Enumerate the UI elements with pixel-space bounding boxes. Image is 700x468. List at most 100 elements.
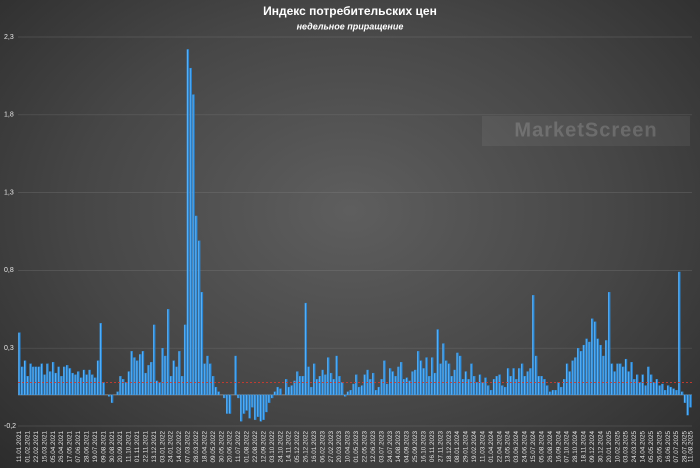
x-tick-label: 01.05.2023: [353, 431, 360, 463]
bar: [32, 366, 35, 396]
bar: [99, 323, 103, 396]
x-tick-label: 24.03.2025: [631, 431, 638, 463]
bar: [596, 338, 600, 396]
x-tick-label: 26.04.2021: [58, 431, 65, 463]
bar: [554, 390, 557, 396]
bar: [189, 67, 192, 396]
x-tick-label: 14.02.2022: [176, 431, 183, 463]
x-tick-label: 09.05.2022: [210, 431, 217, 463]
bar: [360, 385, 364, 396]
bar: [636, 374, 639, 396]
x-tick-label: 25.09.2023: [412, 431, 419, 463]
bar: [192, 94, 195, 396]
x-tick-label: 22.04.2024: [496, 431, 503, 463]
x-tick-label: 08.01.2024: [454, 431, 461, 463]
bar: [57, 366, 60, 396]
bar: [551, 390, 555, 396]
x-tick-label: 28.06.2021: [83, 431, 90, 463]
bar: [68, 368, 72, 396]
bar: [29, 363, 32, 396]
bar: [652, 382, 656, 396]
bar: [279, 388, 282, 396]
bar: [304, 302, 308, 396]
bar: [431, 357, 434, 396]
bar: [96, 360, 100, 396]
bar: [352, 383, 355, 396]
bar: [577, 348, 580, 396]
bar: [43, 374, 46, 396]
bar: [568, 371, 571, 396]
bar: [296, 371, 299, 396]
bar: [341, 382, 344, 396]
bar: [301, 376, 305, 396]
bar: [526, 371, 529, 396]
bar: [94, 377, 97, 396]
x-tick-label: 11.10.2021: [126, 431, 133, 463]
bar: [689, 394, 692, 408]
bar: [664, 390, 667, 396]
bar: [607, 292, 611, 396]
bar: [116, 391, 119, 396]
bar: [315, 379, 319, 396]
bar: [619, 363, 622, 396]
y-tick-label: 1,3: [4, 189, 14, 196]
bar: [422, 368, 425, 396]
bar: [122, 379, 125, 396]
bar: [167, 309, 170, 396]
chart-title: Индекс потребительских цен: [263, 4, 437, 18]
x-tick-label: 17.05.2021: [67, 431, 74, 463]
bar: [363, 374, 366, 396]
bar: [313, 363, 316, 396]
y-tick-label: 2,3: [4, 34, 14, 41]
y-tick-label: -0,2: [4, 423, 16, 430]
bar: [60, 376, 63, 396]
x-tick-label: 14.04.2025: [640, 431, 647, 463]
bar: [638, 382, 642, 396]
bar: [383, 360, 386, 396]
bar: [523, 376, 527, 396]
bar: [563, 379, 566, 396]
bar: [402, 379, 406, 396]
bar: [588, 341, 591, 396]
x-tick-label: 10.04.2023: [345, 431, 352, 463]
x-tick-label: 26.12.2022: [303, 431, 310, 463]
bar: [349, 390, 352, 396]
grid: -0,2 0,3 0,8 1,3 1,8 2,3: [4, 34, 692, 430]
bar: [630, 362, 633, 396]
bar: [338, 376, 341, 396]
bar: [686, 394, 689, 416]
bar: [400, 362, 403, 396]
bar: [217, 391, 220, 396]
y-tick-label: 1,8: [4, 112, 14, 119]
x-tick-label: 26.08.2024: [547, 431, 554, 463]
bar: [327, 357, 330, 396]
bar: [529, 368, 532, 396]
bar: [546, 385, 549, 396]
bar: [307, 366, 310, 396]
x-tick-label: 22.02.2021: [33, 431, 40, 463]
bar: [650, 374, 653, 396]
bar: [310, 386, 313, 396]
x-tick-label: 03.07.2023: [378, 431, 385, 463]
bar: [377, 386, 381, 396]
bar: [186, 49, 190, 396]
bar: [71, 372, 74, 396]
bar: [161, 348, 164, 396]
x-tick-label: 20.03.2023: [336, 431, 343, 463]
bar: [622, 366, 625, 396]
x-tick-label: 03.03.2025: [623, 431, 630, 463]
bar: [681, 391, 684, 396]
bar: [54, 372, 58, 396]
bar: [293, 380, 296, 396]
bar: [124, 382, 128, 396]
bar: [467, 379, 470, 396]
bar: [175, 366, 178, 396]
bar: [273, 391, 277, 396]
bar: [388, 368, 392, 396]
x-tick-label: 07.07.2025: [673, 431, 680, 463]
x-tick-label: 09.12.2024: [589, 431, 596, 463]
bar: [262, 394, 265, 420]
x-tick-label: 20.06.2022: [227, 431, 234, 463]
x-tick-label: 19.07.2021: [92, 431, 99, 463]
